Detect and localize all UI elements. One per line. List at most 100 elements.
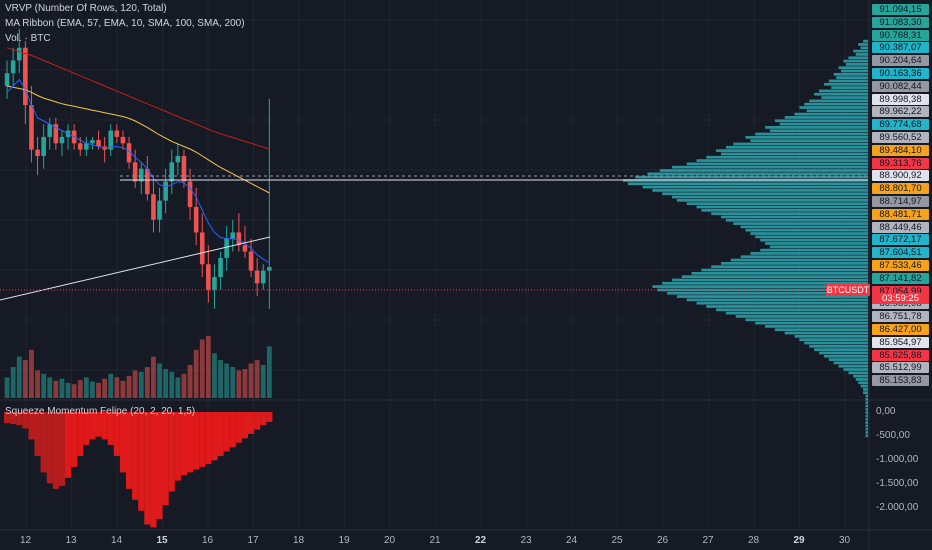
volume-bar: [199, 339, 205, 398]
squeeze-bar: [241, 412, 248, 439]
candle-body: [59, 136, 65, 144]
sma-200-line: [6, 47, 270, 150]
volume-bar: [16, 356, 22, 398]
volume-bar: [242, 369, 248, 398]
squeeze-bar: [168, 412, 175, 492]
volume-profile-row: [865, 434, 868, 438]
volume-profile-row: [858, 43, 868, 46]
volume-profile-row: [652, 189, 868, 192]
volume-profile-row: [721, 262, 868, 265]
squeeze-bar: [150, 412, 157, 528]
volume-bar: [224, 363, 230, 398]
vrvp-label[interactable]: VRVP (Number Of Rows, 120, Total): [5, 3, 167, 14]
squeeze-axis-label: 0,00: [876, 406, 896, 417]
price-tag: 91.083,30: [872, 16, 929, 28]
volume-profile-row: [865, 401, 868, 405]
volume-profile-row: [865, 411, 868, 414]
volume-profile-row: [686, 298, 868, 302]
squeeze-bar: [266, 412, 273, 422]
volume-profile-row: [865, 404, 868, 408]
squeeze-bar: [187, 412, 194, 473]
volume-profile-row: [706, 155, 868, 159]
price-tag: 85.625,88: [872, 349, 929, 361]
volume-bar: [126, 375, 132, 398]
squeeze-bar: [156, 412, 163, 520]
volume-bar: [47, 377, 53, 398]
volume-profile-row: [855, 378, 868, 381]
price-tag: 91.094,15: [872, 4, 929, 15]
candle-countdown: 03:59:25: [872, 293, 929, 304]
volume-profile-row: [733, 222, 868, 225]
price-tag: 85.512,99: [872, 362, 929, 374]
volume-profile-row: [686, 162, 868, 166]
squeeze-bar: [89, 412, 96, 440]
squeeze-bar: [4, 412, 11, 423]
price-tag: 88.801,70: [872, 183, 929, 195]
squeeze-bar: [180, 412, 187, 476]
volume-profile-row: [770, 245, 868, 249]
volume-profile-row: [860, 46, 868, 50]
volume-profile-row: [823, 82, 868, 86]
time-axis-label: 26: [657, 535, 669, 546]
squeeze-bar: [260, 412, 267, 426]
volume-profile-row: [836, 76, 868, 79]
candle-body: [181, 156, 187, 182]
volume-bar: [218, 360, 223, 398]
volume-bar: [108, 373, 114, 398]
candle-body: [132, 162, 138, 182]
time-axis-label: 21: [429, 535, 441, 546]
time-axis-label: 13: [65, 535, 77, 546]
volume-bar: [65, 382, 71, 398]
volume-bar: [175, 377, 181, 398]
volume-profile-row: [725, 145, 868, 149]
volume-profile-row: [794, 112, 868, 116]
volume-bar: [71, 384, 77, 398]
volume-profile-row: [779, 122, 868, 126]
candle-body: [193, 206, 199, 233]
volume-profile-row: [858, 381, 868, 385]
price-tag: 87.141,82: [872, 272, 929, 284]
squeeze-bar: [58, 412, 65, 487]
candle-body: [248, 251, 254, 271]
price-tag: 89.313,76: [872, 157, 929, 169]
volume-profile-row: [672, 195, 868, 199]
squeeze-bar: [229, 412, 236, 448]
volume-label[interactable]: Vol. · BTC: [5, 33, 51, 44]
candle-body: [138, 168, 144, 182]
time-axis-label: 12: [20, 535, 32, 546]
volume-bar: [236, 370, 242, 398]
price-tag: 88.900,92: [872, 170, 929, 182]
squeeze-bar: [199, 412, 206, 467]
ma-ribbon-label[interactable]: MA Ribbon (EMA, 57, EMA, 10, SMA, 100, S…: [5, 18, 245, 29]
symbol-badge: BTCUSDT: [826, 284, 870, 296]
squeeze-axis-label: -1.500,00: [876, 478, 919, 489]
volume-profile-row: [828, 79, 868, 83]
candle-body: [4, 73, 10, 86]
volume-profile-row: [855, 53, 868, 56]
volume-profile-row: [755, 132, 868, 136]
candle-body: [199, 232, 205, 265]
volume-profile-row: [848, 371, 868, 375]
squeeze-bar: [205, 412, 212, 465]
volume-bar: [10, 367, 16, 398]
volume-bar: [77, 380, 83, 398]
volume-profile-row: [809, 344, 868, 348]
squeeze-label[interactable]: Squeeze Momentum Felipe (20, 2, 20, 1,5): [5, 406, 196, 417]
price-tag: 90.082,44: [872, 80, 929, 92]
candle-body: [242, 245, 248, 252]
volume-profile-row: [735, 315, 868, 318]
candle-body: [84, 143, 89, 150]
volume-profile-row: [865, 424, 868, 428]
volume-bar: [169, 371, 175, 398]
candle-body: [126, 143, 132, 163]
volume-profile-row: [794, 334, 868, 338]
price-tag: 88.449,46: [872, 221, 929, 233]
ema-57-line: [6, 85, 270, 194]
volume-profile-row: [706, 305, 868, 308]
volume-profile-row: [865, 427, 868, 431]
volume-profile-row: [848, 56, 868, 60]
volume-bar: [205, 336, 211, 398]
price-tag: 87.604,51: [872, 247, 929, 259]
price-tag: 88.481,71: [872, 208, 929, 220]
